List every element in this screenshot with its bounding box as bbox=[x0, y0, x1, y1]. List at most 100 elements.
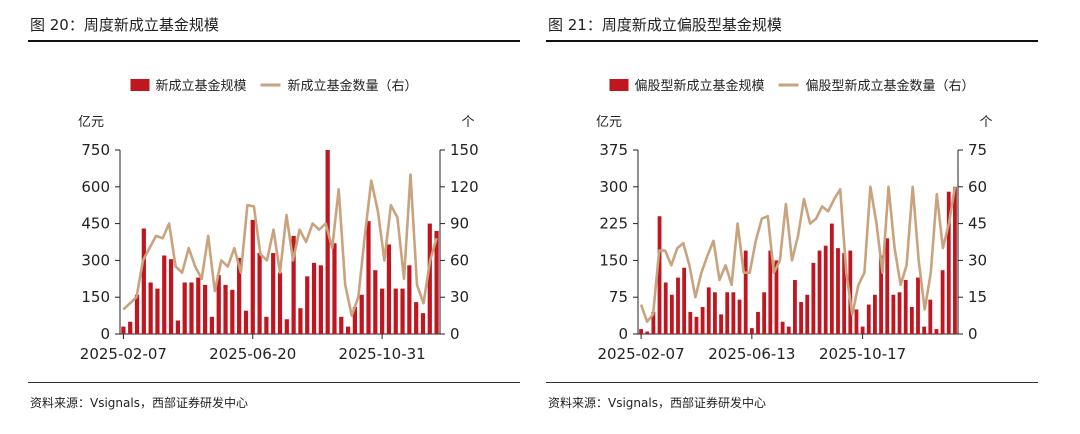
bar bbox=[768, 250, 773, 334]
bar bbox=[805, 294, 810, 334]
bar bbox=[264, 316, 269, 334]
bar bbox=[774, 260, 779, 334]
left-tick-label: 150 bbox=[599, 251, 628, 269]
source-note: 资料来源：Vsignals，西部证券研发中心 bbox=[30, 396, 248, 410]
left-axis-unit: 亿元 bbox=[596, 115, 622, 130]
bar bbox=[168, 259, 174, 334]
bar bbox=[706, 287, 711, 334]
bar bbox=[271, 253, 276, 334]
bar bbox=[339, 316, 344, 334]
legend-bar-label: 偏股型新成立基金规模 bbox=[635, 78, 765, 94]
x-tick-label: 2025-10-17 bbox=[819, 345, 906, 363]
bar bbox=[352, 307, 358, 334]
bar bbox=[134, 294, 140, 334]
bar bbox=[250, 219, 255, 334]
bar bbox=[823, 245, 828, 334]
bar bbox=[407, 265, 412, 334]
bar bbox=[182, 282, 187, 334]
right-axis-unit: 个 bbox=[979, 115, 992, 130]
right-tick-label: 60 bbox=[968, 178, 987, 196]
x-tick-label: 2025-06-20 bbox=[209, 345, 296, 363]
bar bbox=[713, 292, 717, 334]
bar bbox=[700, 307, 705, 334]
legend-line-label: 新成立基金数量（右） bbox=[288, 78, 418, 94]
series-line bbox=[639, 185, 957, 324]
right-tick-label: 0 bbox=[450, 325, 460, 343]
bar bbox=[427, 223, 432, 334]
bar bbox=[359, 294, 364, 334]
x-tick-label: 2025-02-07 bbox=[597, 345, 684, 363]
bar bbox=[162, 255, 167, 334]
bar bbox=[953, 186, 957, 334]
bar bbox=[305, 276, 310, 334]
bar bbox=[946, 191, 951, 334]
left-tick-label: 0 bbox=[618, 325, 628, 343]
bar bbox=[243, 310, 249, 334]
bar bbox=[836, 248, 840, 334]
bar bbox=[811, 262, 816, 334]
bar bbox=[209, 316, 215, 334]
bar bbox=[682, 267, 687, 334]
bar bbox=[897, 292, 902, 334]
chart-weekly-new-fund-size: 新成立基金规模 新成立基金数量（右） 亿元 个 0 150 300 450 600 750 0 30 6… bbox=[78, 78, 479, 363]
left-tick-label: 300 bbox=[81, 251, 110, 269]
left-tick-label: 450 bbox=[81, 215, 110, 233]
bar bbox=[128, 321, 133, 334]
left-tick-label: 0 bbox=[100, 325, 110, 343]
title-rule bbox=[546, 40, 1038, 42]
x-tick-label: 2025-10-31 bbox=[339, 345, 426, 363]
left-tick-label: 375 bbox=[599, 141, 628, 159]
bar bbox=[891, 294, 896, 334]
bar bbox=[737, 299, 742, 334]
right-tick-label: 15 bbox=[968, 288, 987, 306]
bar bbox=[799, 302, 803, 334]
figure-panel-20: 图 20：周度新成立基金规模 新成立基金规模 新成立基金数量（右） 亿元 个 0 150 3… bbox=[28, 0, 520, 434]
bar bbox=[676, 277, 680, 334]
bar bbox=[196, 277, 201, 334]
bar bbox=[311, 262, 317, 334]
right-tick-label: 30 bbox=[450, 288, 469, 306]
bar bbox=[332, 243, 337, 334]
right-tick-label: 30 bbox=[968, 251, 987, 269]
bar bbox=[793, 280, 797, 334]
bar bbox=[916, 277, 920, 334]
source-note: 资料来源：Vsignals，西部证券研发中心 bbox=[548, 396, 766, 410]
source-rule bbox=[546, 382, 1038, 383]
left-tick-label: 300 bbox=[599, 178, 628, 196]
bar bbox=[928, 299, 933, 334]
bar bbox=[291, 235, 296, 334]
bar bbox=[141, 228, 146, 334]
bar bbox=[393, 288, 398, 334]
bar bbox=[657, 216, 662, 334]
bar bbox=[223, 284, 228, 334]
bar bbox=[318, 265, 323, 334]
legend-bar-swatch bbox=[609, 79, 629, 91]
bar bbox=[829, 223, 834, 334]
bar bbox=[903, 280, 908, 334]
bar bbox=[866, 304, 871, 334]
bar bbox=[719, 314, 723, 334]
bar bbox=[175, 320, 180, 334]
bar bbox=[688, 311, 693, 334]
bar bbox=[148, 282, 153, 334]
bar bbox=[743, 250, 748, 334]
bar bbox=[366, 221, 371, 334]
bar bbox=[420, 313, 426, 334]
legend-bar-swatch bbox=[130, 79, 150, 91]
bar bbox=[373, 270, 378, 334]
bar bbox=[749, 328, 754, 334]
bar bbox=[663, 282, 668, 334]
bar bbox=[400, 288, 405, 334]
figure-title: 图 21：周度新成立偏股型基金规模 bbox=[548, 16, 782, 34]
bar bbox=[873, 294, 877, 334]
source-rule bbox=[28, 382, 520, 383]
bar bbox=[237, 257, 242, 334]
left-tick-label: 225 bbox=[599, 215, 628, 233]
bar bbox=[202, 284, 208, 334]
bar bbox=[909, 307, 914, 334]
bar bbox=[879, 255, 883, 334]
series-line bbox=[122, 173, 438, 317]
bar bbox=[121, 326, 126, 334]
legend-bar-label: 新成立基金规模 bbox=[156, 78, 247, 94]
title-rule bbox=[28, 40, 520, 42]
